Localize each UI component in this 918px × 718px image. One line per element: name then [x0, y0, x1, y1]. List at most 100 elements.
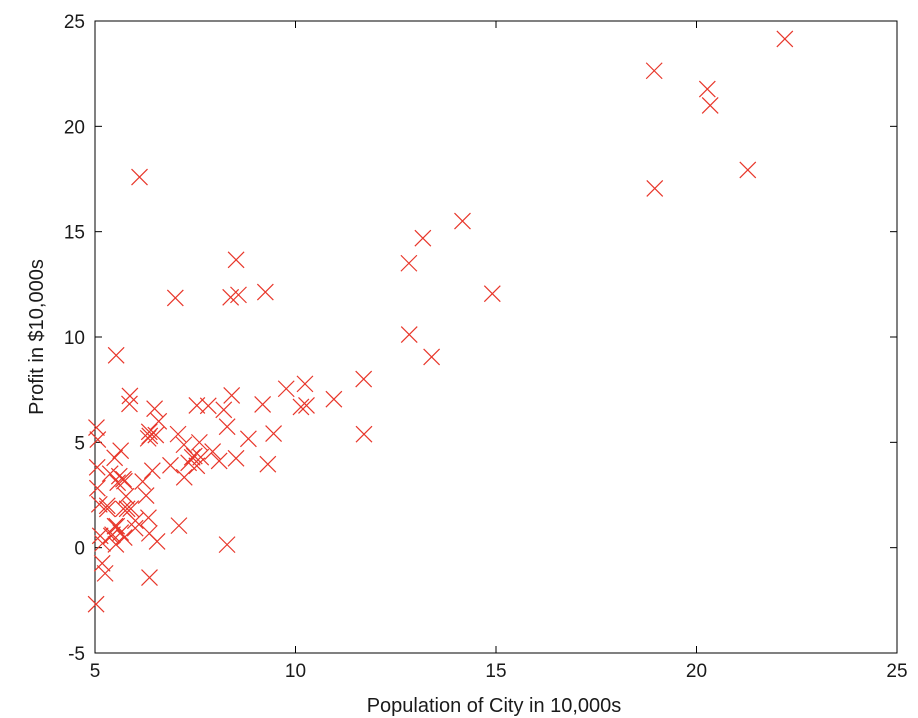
y-tick-label: -5	[68, 644, 85, 665]
data-point-x-marker	[121, 387, 139, 405]
data-point-x-marker	[98, 497, 116, 515]
data-point-x-marker	[325, 390, 343, 408]
data-point-x-marker	[292, 398, 310, 416]
data-point-x-marker	[166, 289, 184, 307]
x-tick-labels: 5 10 15 20 25	[90, 661, 908, 682]
data-point-x-marker	[112, 442, 130, 460]
data-point-x-marker	[218, 536, 236, 554]
data-point-x-marker	[701, 97, 719, 114]
data-point-x-marker	[101, 465, 119, 483]
data-point-x-marker	[98, 500, 116, 518]
data-point-x-marker	[140, 423, 158, 441]
y-tick-label: 25	[64, 12, 85, 33]
data-point-x-marker	[140, 524, 158, 542]
data-point-x-marker	[183, 448, 201, 466]
data-point-x-marker	[739, 161, 757, 179]
data-point-x-marker	[400, 326, 418, 343]
data-point-x-marker	[170, 517, 188, 535]
y-tick-label: 5	[74, 433, 85, 454]
y-axis-title: Profit in $10,000s	[26, 259, 48, 415]
data-point-x-marker	[107, 346, 125, 364]
data-point-x-marker	[118, 500, 136, 518]
x-axis-title: Population of City in 10,000s	[367, 695, 622, 717]
data-point-x-marker	[646, 179, 664, 197]
data-point-x-marker	[230, 286, 247, 304]
y-tick-label: 10	[64, 328, 85, 349]
data-point-x-marker	[131, 168, 148, 186]
data-point-x-marker	[218, 418, 236, 436]
data-point-x-marker	[88, 479, 106, 497]
data-point-x-marker	[188, 457, 206, 475]
data-point-x-marker	[110, 467, 128, 485]
data-point-x-marker	[122, 500, 140, 518]
data-point-x-marker	[175, 468, 193, 486]
data-point-x-marker	[150, 412, 168, 430]
data-point-x-marker	[143, 462, 161, 480]
data-point-x-marker	[147, 426, 165, 444]
data-point-x-marker	[88, 419, 105, 436]
data-point-x-marker	[204, 443, 222, 460]
data-point-x-marker	[88, 458, 106, 476]
y-tick-labels: -5 0 5 10 15 20 25	[64, 12, 85, 665]
data-point-x-marker	[134, 473, 152, 490]
data-point-x-marker	[141, 427, 159, 445]
data-point-x-marker	[192, 448, 210, 466]
x-tick-label: 20	[686, 661, 707, 682]
y-tick-label: 15	[64, 223, 85, 244]
data-point-x-marker	[239, 430, 257, 448]
data-point-x-marker	[104, 526, 121, 544]
plot-frame	[94, 20, 898, 654]
data-point-x-marker	[400, 254, 418, 272]
data-point-x-marker	[87, 595, 105, 613]
data-point-x-marker	[254, 396, 272, 413]
data-markers	[87, 30, 794, 613]
data-point-x-marker	[115, 529, 133, 546]
data-point-x-marker	[126, 519, 144, 537]
data-point-x-marker	[94, 534, 111, 552]
data-point-x-marker	[146, 400, 164, 418]
x-tick-label: 10	[285, 661, 306, 682]
data-point-x-marker	[108, 517, 126, 535]
data-point-x-marker	[140, 509, 157, 527]
data-point-x-marker	[265, 425, 283, 443]
data-point-x-marker	[162, 456, 179, 474]
data-point-x-marker	[256, 283, 274, 301]
data-point-x-marker	[93, 554, 111, 572]
x-tick-label: 5	[90, 661, 101, 682]
data-point-x-marker	[141, 569, 158, 587]
x-tick-label: 25	[886, 661, 907, 682]
data-point-x-marker	[296, 375, 314, 393]
data-point-x-marker	[423, 348, 441, 366]
data-point-x-marker	[298, 396, 315, 414]
data-point-x-marker	[210, 452, 228, 470]
data-point-x-marker	[776, 30, 794, 48]
data-point-x-marker	[414, 229, 432, 247]
data-point-x-marker	[121, 395, 138, 413]
data-point-x-marker	[169, 425, 187, 443]
data-point-x-marker	[106, 449, 124, 467]
data-point-x-marker	[223, 387, 241, 404]
data-point-x-marker	[190, 433, 208, 451]
data-point-x-marker	[109, 474, 127, 492]
data-point-x-marker	[355, 370, 373, 388]
data-point-x-marker	[355, 425, 373, 443]
data-point-x-marker	[137, 487, 155, 504]
data-point-x-marker	[454, 212, 471, 230]
data-point-x-marker	[227, 251, 245, 269]
x-tick-label: 15	[485, 661, 506, 682]
data-point-x-marker	[114, 500, 132, 518]
data-point-x-marker	[96, 564, 114, 582]
data-point-x-marker	[90, 495, 108, 513]
data-point-x-marker	[107, 536, 125, 553]
data-point-x-marker	[215, 401, 233, 419]
y-tick-label: 20	[64, 117, 85, 138]
data-point-x-marker	[645, 62, 663, 80]
data-point-x-marker	[188, 397, 206, 414]
data-point-x-marker	[175, 436, 193, 454]
data-point-x-marker	[698, 80, 716, 98]
data-point-x-marker	[259, 455, 277, 473]
data-point-x-marker	[115, 470, 132, 488]
data-point-x-marker	[277, 380, 295, 398]
y-tick-label: 0	[74, 539, 85, 560]
